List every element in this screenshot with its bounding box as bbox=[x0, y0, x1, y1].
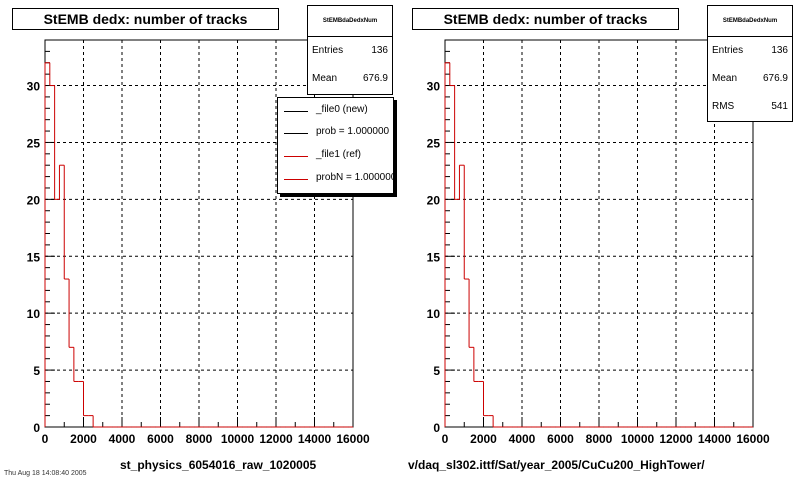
left-y-tick-label: 20 bbox=[27, 193, 41, 207]
left-x-tick-label: 4000 bbox=[109, 432, 136, 446]
right-x-tick-label: 16000 bbox=[736, 432, 770, 446]
legend-entry-file0: _file0 (new) bbox=[278, 100, 393, 122]
left-stats-name: StEMBdaDedxNum bbox=[308, 6, 392, 37]
left-x-tick-label: 14000 bbox=[298, 432, 332, 446]
right-x-tick-label: 6000 bbox=[547, 432, 574, 446]
legend-swatch-probn bbox=[284, 179, 308, 180]
left-x-tick-label: 10000 bbox=[221, 432, 255, 446]
left-stats-entries: Entries 136 bbox=[308, 37, 392, 65]
legend-label-file0: _file0 (new) bbox=[316, 104, 368, 115]
timestamp-note: Thu Aug 18 14:08:40 2005 bbox=[4, 470, 87, 477]
legend-swatch-file0 bbox=[284, 111, 308, 112]
legend-entry-file1: _file1 (ref) bbox=[278, 145, 393, 167]
left-stats-mean: Mean 676.9 bbox=[308, 65, 392, 93]
right-x-label: v/daq_sl302.ittf/Sat/year_2005/CuCu200_H… bbox=[408, 458, 705, 472]
right-panel: 0 2000 4000 6000 8000 10000 12000 14000 16000 0 5 1… bbox=[400, 0, 800, 480]
right-y-tick-label: 15 bbox=[427, 250, 441, 264]
right-rms-label: RMS bbox=[712, 101, 735, 112]
left-mean-value: 676.9 bbox=[362, 73, 388, 84]
legend-swatch-file1 bbox=[284, 156, 308, 157]
left-y-tick-label: 0 bbox=[33, 421, 40, 435]
right-x-tick-label: 4000 bbox=[509, 432, 536, 446]
right-mean-value: 676.9 bbox=[762, 73, 788, 84]
right-x-tick-label: 8000 bbox=[586, 432, 613, 446]
right-entries-label: Entries bbox=[712, 45, 744, 56]
right-y-tick-label: 0 bbox=[433, 421, 440, 435]
left-y-tick-label: 5 bbox=[33, 364, 40, 378]
right-x-tick-label: 2000 bbox=[470, 432, 497, 446]
right-x-tick-label: 10000 bbox=[621, 432, 655, 446]
left-mean-label: Mean bbox=[312, 73, 338, 84]
left-x-tick-label: 8000 bbox=[186, 432, 213, 446]
right-stats-name: StEMBdaDedxNum bbox=[708, 6, 792, 37]
right-x-tick-label: 12000 bbox=[659, 432, 693, 446]
legend-label-probn: probN = 1.000000 bbox=[316, 172, 394, 183]
left-y-tick-label: 10 bbox=[27, 307, 41, 321]
left-x-tick-label: 6000 bbox=[147, 432, 174, 446]
left-y-tick-label: 25 bbox=[27, 136, 41, 150]
right-y-tick-label: 10 bbox=[427, 307, 441, 321]
legend-entry-probn: probN = 1.000000 bbox=[278, 168, 394, 190]
right-stats-box: StEMBdaDedxNum Entries 136 Mean 676.9 RM… bbox=[707, 5, 793, 122]
right-histogram: 0 2000 4000 6000 8000 10000 12000 14000 16000 0 5 1… bbox=[427, 39, 770, 446]
right-stats-entries: Entries 136 bbox=[708, 37, 792, 65]
legend-label-file1: _file1 (ref) bbox=[316, 149, 362, 160]
left-panel: 0 2000 4000 6000 8000 10000 12000 14000 16000 0 5 1… bbox=[12, 5, 394, 472]
left-entries-label: Entries bbox=[312, 45, 344, 56]
right-stats-rms: RMS 541 bbox=[708, 93, 792, 121]
right-mean-label: Mean bbox=[712, 73, 738, 84]
left-legend: _file0 (new) prob = 1.000000 _file1 (ref… bbox=[277, 97, 394, 194]
left-x-tick-label: 2000 bbox=[70, 432, 97, 446]
left-y-tick-label: 30 bbox=[27, 80, 41, 94]
left-x-tick-label: 12000 bbox=[259, 432, 293, 446]
right-rms-value: 541 bbox=[771, 101, 788, 112]
right-y-tick-label: 30 bbox=[427, 80, 441, 94]
legend-swatch-prob bbox=[284, 133, 308, 134]
left-x-label: st_physics_6054016_raw_1020005 bbox=[120, 458, 317, 472]
right-x-tick-label: 14000 bbox=[698, 432, 732, 446]
right-y-tick-label: 20 bbox=[427, 193, 441, 207]
left-title: StEMB dedx: number of tracks bbox=[12, 8, 279, 30]
left-entries-value: 136 bbox=[371, 45, 388, 56]
right-entries-value: 136 bbox=[771, 45, 788, 56]
legend-entry-prob: prob = 1.000000 bbox=[278, 122, 393, 144]
right-title: StEMB dedx: number of tracks bbox=[412, 8, 679, 30]
right-y-tick-label: 5 bbox=[433, 364, 440, 378]
legend-label-prob: prob = 1.000000 bbox=[316, 126, 390, 137]
left-x-tick-label: 16000 bbox=[336, 432, 370, 446]
right-x-tick-label: 0 bbox=[442, 432, 449, 446]
right-y-tick-label: 25 bbox=[427, 136, 441, 150]
right-stats-mean: Mean 676.9 bbox=[708, 65, 792, 93]
left-y-tick-label: 15 bbox=[27, 250, 41, 264]
left-x-tick-label: 0 bbox=[42, 432, 49, 446]
left-stats-box: StEMBdaDedxNum Entries 136 Mean 676.9 bbox=[307, 5, 393, 95]
